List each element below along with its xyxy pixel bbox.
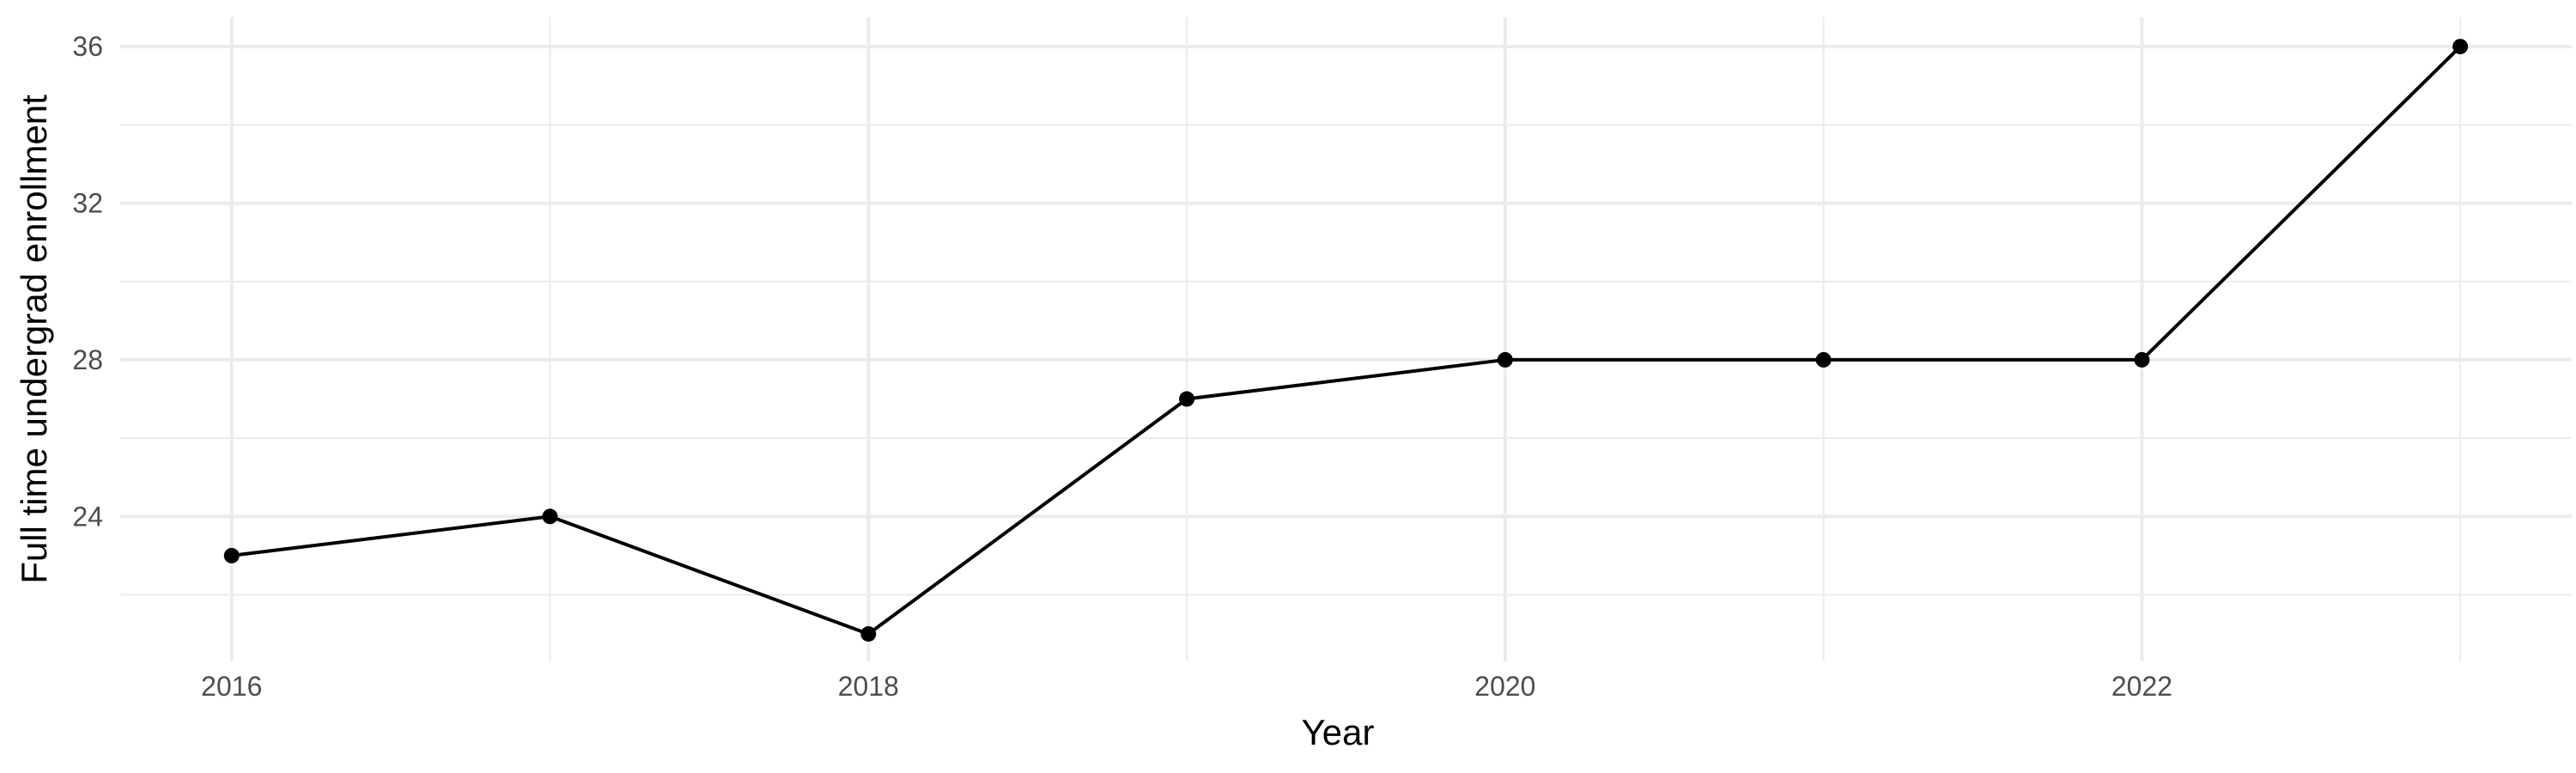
minor-gridlines [120,17,2572,661]
series-layer [223,39,2469,642]
data-point [1179,391,1195,407]
data-point [2452,39,2469,55]
x-tick-label: 2020 [1474,671,1535,702]
x-axis-title: Year [1302,712,1375,752]
y-tick-label: 32 [72,188,103,219]
data-point [542,508,558,525]
data-point [223,547,240,563]
x-axis-tick-labels: 2016 2018 2020 2022 [201,671,2172,702]
y-tick-label: 24 [72,501,103,532]
data-point [1815,351,1832,368]
y-axis-tick-labels: 24 28 32 36 [72,31,103,532]
series-line [231,45,2462,636]
data-point [2134,351,2150,368]
major-gridlines [120,17,2572,661]
y-axis-title: Full time undergrad enrollment [14,94,54,584]
y-tick-label: 36 [72,31,103,62]
x-tick-label: 2018 [838,671,899,702]
data-point [1497,351,1513,368]
x-tick-label: 2022 [2111,671,2172,702]
x-tick-label: 2016 [201,671,262,702]
y-tick-label: 28 [72,344,103,375]
data-point [860,626,877,642]
